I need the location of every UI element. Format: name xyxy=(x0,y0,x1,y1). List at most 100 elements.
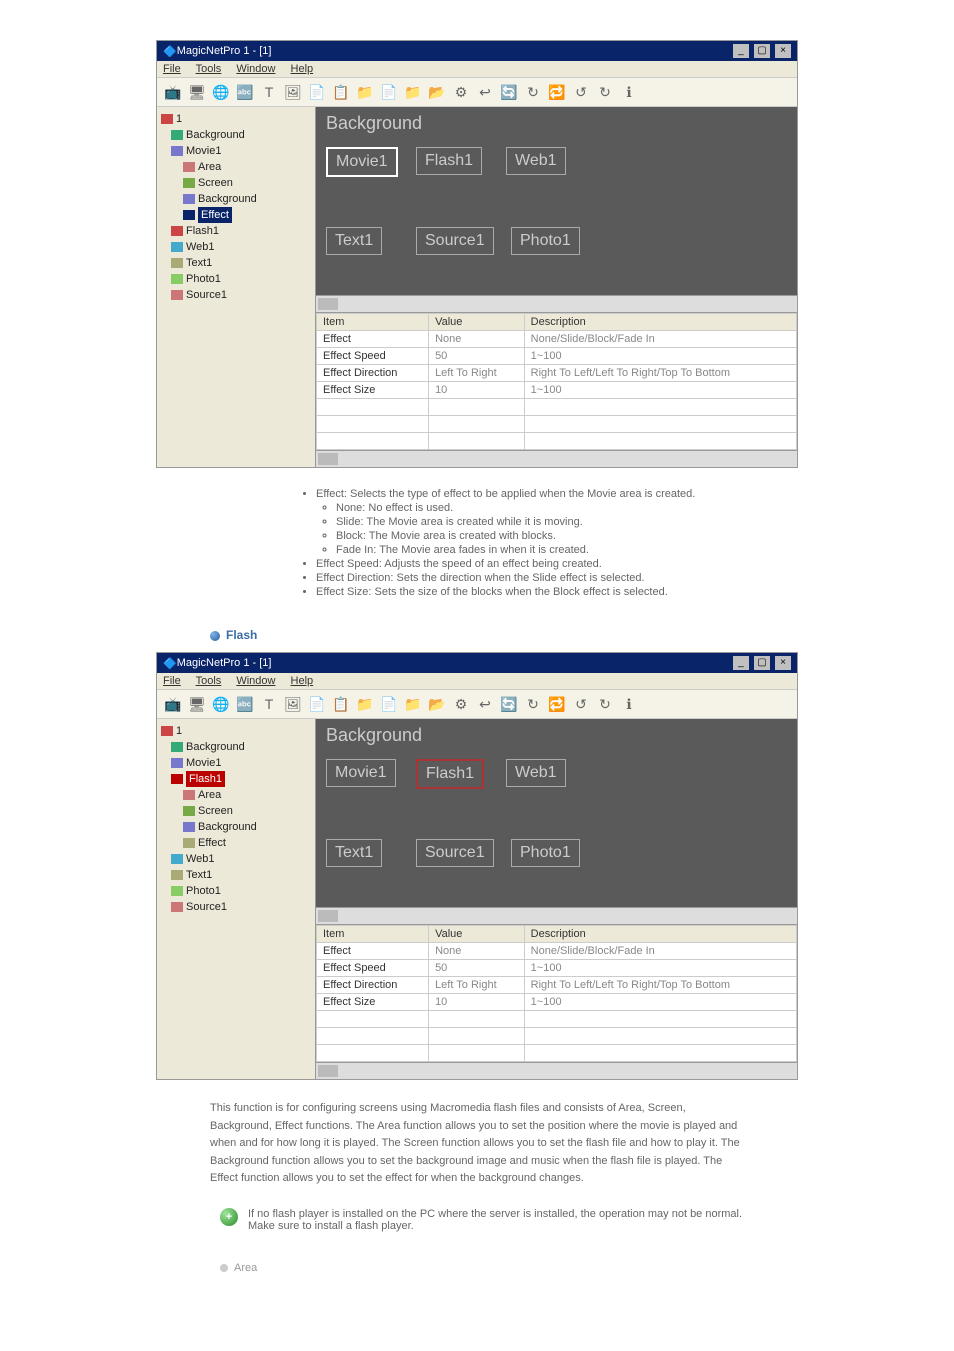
h-scrollbar[interactable] xyxy=(316,295,797,312)
tree-node[interactable]: Area xyxy=(161,787,311,803)
toolbar-button[interactable]: 📄 xyxy=(307,694,327,714)
menu-file[interactable]: File xyxy=(163,675,181,687)
tree-node[interactable]: Background xyxy=(161,191,311,207)
tree-node[interactable]: Movie1 xyxy=(161,143,311,159)
toolbar-button[interactable]: T xyxy=(259,82,279,102)
close-icon[interactable]: × xyxy=(775,656,791,670)
toolbar-button[interactable]: 📺 xyxy=(163,694,183,714)
toolbar-button[interactable]: ℹ xyxy=(619,694,639,714)
toolbar-button[interactable]: ↻ xyxy=(595,82,615,102)
toolbar-button[interactable]: 📄 xyxy=(379,82,399,102)
toolbar-button[interactable]: 🌐 xyxy=(211,694,231,714)
toolbar-button[interactable]: ↻ xyxy=(523,82,543,102)
toolbar-button[interactable]: ⚙ xyxy=(451,694,471,714)
toolbar-button[interactable]: 📁 xyxy=(355,82,375,102)
maximize-icon[interactable]: ▢ xyxy=(754,656,770,670)
menu-tools[interactable]: Tools xyxy=(196,63,222,75)
toolbar-button[interactable]: ↩ xyxy=(475,82,495,102)
toolbar-button[interactable]: 🖥 xyxy=(187,82,207,102)
toolbar-button[interactable]: 📄 xyxy=(307,82,327,102)
toolbar-button[interactable]: 📺 xyxy=(163,82,183,102)
tree-node[interactable]: Flash1 xyxy=(161,771,311,787)
props-cell[interactable]: 1~100 xyxy=(524,994,796,1011)
minimize-icon[interactable]: _ xyxy=(733,656,749,670)
tree-node[interactable]: Text1 xyxy=(161,255,311,271)
toolbar-button[interactable]: 📁 xyxy=(355,694,375,714)
canvas-box[interactable]: Text1 xyxy=(326,839,382,867)
toolbar-button[interactable]: 📋 xyxy=(331,82,351,102)
tree-node[interactable]: Text1 xyxy=(161,867,311,883)
toolbar-button[interactable]: 🔁 xyxy=(547,82,567,102)
canvas-box[interactable]: Photo1 xyxy=(511,227,580,255)
props-cell[interactable]: Right To Left/Left To Right/Top To Botto… xyxy=(524,977,796,994)
toolbar-button[interactable]: 📂 xyxy=(427,82,447,102)
maximize-icon[interactable]: ▢ xyxy=(754,44,770,58)
props-cell[interactable]: Left To Right xyxy=(429,977,525,994)
toolbar-button[interactable]: 📁 xyxy=(403,694,423,714)
tree-node[interactable]: Effect xyxy=(161,207,311,223)
toolbar-button[interactable]: 📋 xyxy=(331,694,351,714)
toolbar-button[interactable]: ℹ xyxy=(619,82,639,102)
canvas-box[interactable]: Movie1 xyxy=(326,147,398,177)
tree-node[interactable]: 1 xyxy=(161,111,311,127)
tree-node[interactable]: Movie1 xyxy=(161,755,311,771)
canvas-box[interactable]: Source1 xyxy=(416,839,494,867)
toolbar-button[interactable]: 🖼 xyxy=(283,82,303,102)
props-cell[interactable]: None xyxy=(429,943,525,960)
tree-node[interactable]: Source1 xyxy=(161,899,311,915)
menu-file[interactable]: File xyxy=(163,63,181,75)
tree-node[interactable]: Web1 xyxy=(161,851,311,867)
menu-tools[interactable]: Tools xyxy=(196,675,222,687)
menu-help[interactable]: Help xyxy=(291,675,314,687)
toolbar-button[interactable]: ↺ xyxy=(571,82,591,102)
tree-node[interactable]: Background xyxy=(161,819,311,835)
toolbar-button[interactable]: ↺ xyxy=(571,694,591,714)
h-scrollbar-props[interactable] xyxy=(316,450,797,467)
toolbar-button[interactable]: 🔤 xyxy=(235,694,255,714)
canvas-box[interactable]: Source1 xyxy=(416,227,494,255)
menu-window[interactable]: Window xyxy=(236,63,275,75)
props-cell[interactable]: 50 xyxy=(429,348,525,365)
tree-node[interactable]: Area xyxy=(161,159,311,175)
props-cell[interactable]: None/Slide/Block/Fade In xyxy=(524,331,796,348)
toolbar-button[interactable]: ↩ xyxy=(475,694,495,714)
props-cell[interactable]: 1~100 xyxy=(524,382,796,399)
toolbar-button[interactable]: 🖥 xyxy=(187,694,207,714)
tree-node[interactable]: Photo1 xyxy=(161,271,311,287)
tree-node[interactable]: 1 xyxy=(161,723,311,739)
canvas-box[interactable]: Web1 xyxy=(506,147,566,175)
canvas-box[interactable]: Photo1 xyxy=(511,839,580,867)
props-cell[interactable]: 50 xyxy=(429,960,525,977)
canvas-box[interactable]: Web1 xyxy=(506,759,566,787)
canvas-box[interactable]: Flash1 xyxy=(416,759,484,789)
props-cell[interactable]: None xyxy=(429,331,525,348)
tree-node[interactable]: Background xyxy=(161,739,311,755)
tree-node[interactable]: Screen xyxy=(161,803,311,819)
props-cell[interactable]: 1~100 xyxy=(524,348,796,365)
tree-node[interactable]: Effect xyxy=(161,835,311,851)
tree-node[interactable]: Flash1 xyxy=(161,223,311,239)
toolbar-button[interactable]: 📄 xyxy=(379,694,399,714)
menu-window[interactable]: Window xyxy=(236,675,275,687)
toolbar-button[interactable]: 🔤 xyxy=(235,82,255,102)
tree-node[interactable]: Photo1 xyxy=(161,883,311,899)
toolbar-button[interactable]: ⚙ xyxy=(451,82,471,102)
menu-help[interactable]: Help xyxy=(291,63,314,75)
toolbar-button[interactable]: 📁 xyxy=(403,82,423,102)
canvas-box[interactable]: Flash1 xyxy=(416,147,482,175)
tree-node[interactable]: Web1 xyxy=(161,239,311,255)
tree-node[interactable]: Screen xyxy=(161,175,311,191)
toolbar-button[interactable]: 🔄 xyxy=(499,694,519,714)
toolbar-button[interactable]: ↻ xyxy=(595,694,615,714)
tree-node[interactable]: Background xyxy=(161,127,311,143)
props-cell[interactable]: 1~100 xyxy=(524,960,796,977)
tree-node[interactable]: Source1 xyxy=(161,287,311,303)
props-cell[interactable]: 10 xyxy=(429,382,525,399)
toolbar-button[interactable]: 📂 xyxy=(427,694,447,714)
toolbar-button[interactable]: T xyxy=(259,694,279,714)
h-scrollbar[interactable] xyxy=(316,907,797,924)
props-cell[interactable]: 10 xyxy=(429,994,525,1011)
props-cell[interactable]: None/Slide/Block/Fade In xyxy=(524,943,796,960)
h-scrollbar-props[interactable] xyxy=(316,1062,797,1079)
toolbar-button[interactable]: 🔁 xyxy=(547,694,567,714)
